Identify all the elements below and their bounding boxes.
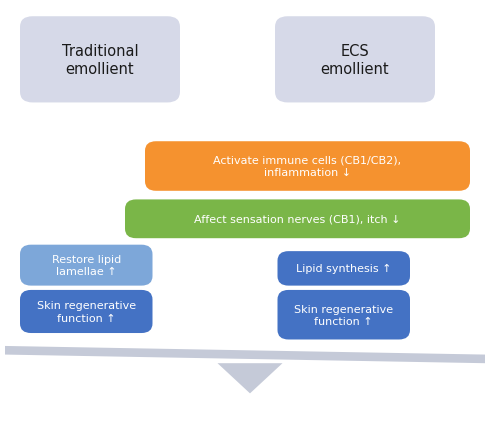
FancyBboxPatch shape [20,290,152,333]
FancyBboxPatch shape [278,252,410,286]
FancyBboxPatch shape [145,142,470,191]
FancyBboxPatch shape [278,290,410,340]
Text: Restore lipid
lamellae ↑: Restore lipid lamellae ↑ [52,255,121,276]
Polygon shape [5,346,485,363]
Text: Traditional
emollient: Traditional emollient [62,43,138,77]
FancyBboxPatch shape [20,245,152,286]
FancyBboxPatch shape [20,17,180,103]
FancyBboxPatch shape [125,200,470,239]
Text: Lipid synthesis ↑: Lipid synthesis ↑ [296,264,392,274]
Text: Activate immune cells (CB1/CB2),
inflammation ↓: Activate immune cells (CB1/CB2), inflamm… [214,156,402,178]
Text: Skin regenerative
function ↑: Skin regenerative function ↑ [36,301,136,323]
Polygon shape [218,363,282,393]
Text: Affect sensation nerves (CB1), itch ↓: Affect sensation nerves (CB1), itch ↓ [194,214,401,224]
FancyBboxPatch shape [275,17,435,103]
Text: ECS
emollient: ECS emollient [320,43,390,77]
Text: Skin regenerative
function ↑: Skin regenerative function ↑ [294,304,394,326]
